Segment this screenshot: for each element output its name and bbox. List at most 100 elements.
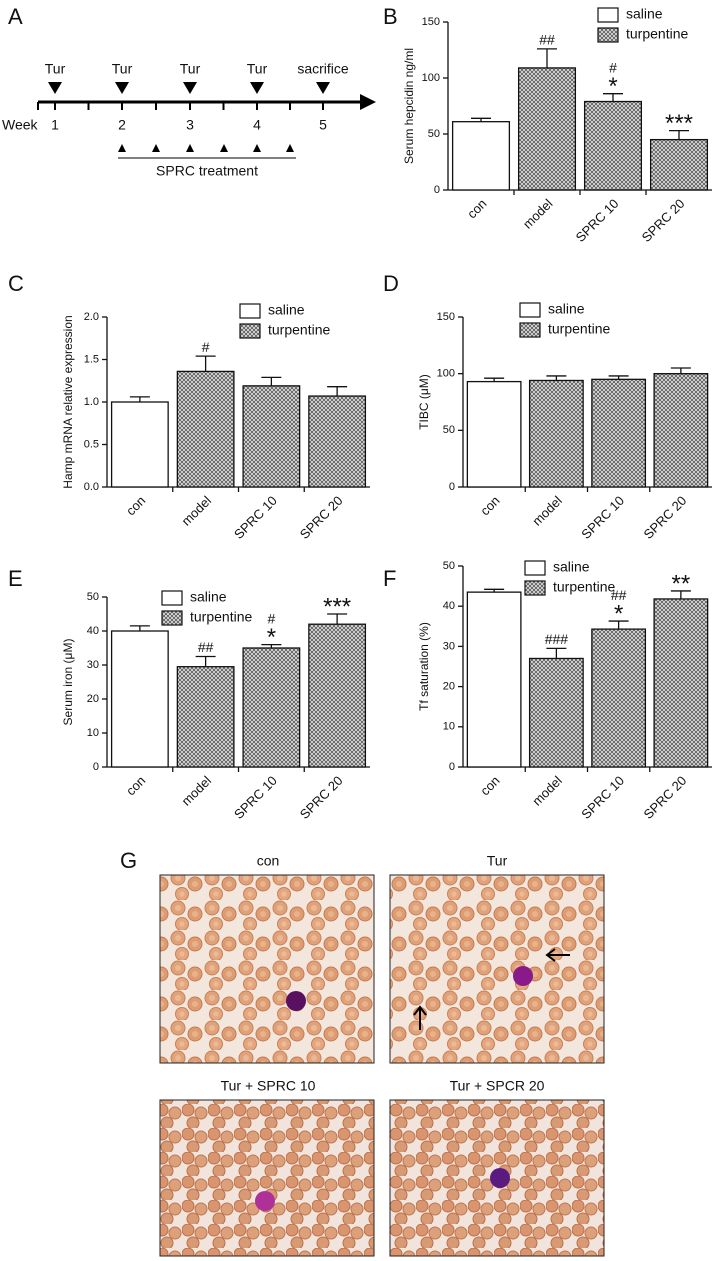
significance-label: ***	[323, 593, 351, 620]
micrograph	[159, 1099, 375, 1257]
week-label: Week	[2, 117, 39, 133]
significance-label: #	[202, 339, 210, 355]
bar	[649, 138, 709, 191]
treatment-label: SPRC treatment	[156, 163, 258, 179]
panel-label: E	[8, 566, 23, 591]
treatment-marker	[186, 144, 194, 152]
significance-label: ***	[665, 110, 693, 137]
significance-label: #	[609, 59, 617, 75]
bar	[176, 666, 235, 768]
significance-label: ##	[198, 639, 214, 655]
y-tick-label: 20	[87, 693, 99, 705]
bar	[653, 598, 709, 768]
bar	[528, 657, 584, 768]
event-label: Tur	[112, 61, 133, 77]
legend-label: turpentine	[548, 321, 610, 337]
y-axis-label: Serum hepcidin ng/ml	[402, 48, 416, 164]
arrow	[413, 948, 570, 1030]
legend-label: turpentine	[553, 579, 615, 595]
bar	[308, 395, 367, 488]
y-tick-label: 1.0	[84, 396, 99, 408]
y-tick-label: 30	[443, 640, 455, 652]
injection-marker	[115, 82, 129, 94]
legend-swatch	[519, 302, 541, 318]
legend-swatch	[519, 322, 541, 338]
y-axis-label: Hamp mRNA relative expression	[61, 315, 75, 488]
bar	[176, 370, 235, 488]
bar	[653, 373, 709, 488]
leukocyte	[490, 1168, 510, 1188]
bar	[591, 378, 647, 488]
event-label: Tur	[45, 61, 66, 77]
image-title: Tur + SPRC 10	[221, 1078, 316, 1094]
y-tick-label: 0	[434, 184, 440, 196]
bar	[583, 100, 643, 191]
y-tick-label: 0	[449, 481, 455, 493]
y-tick-label: 1.5	[84, 353, 99, 365]
legend-label: saline	[268, 302, 305, 318]
y-tick-label: 0.0	[84, 481, 99, 493]
y-tick-label: 40	[87, 625, 99, 637]
legend-swatch	[597, 27, 619, 43]
timeline: A Week 1 2 3 4 5 Tur Tur Tur Tur sacrifice SPRC tre…	[2, 4, 376, 179]
panel-label: C	[8, 271, 24, 296]
y-tick-label: 10	[443, 721, 455, 733]
significance-label: **	[672, 570, 691, 597]
y-tick-label: 30	[87, 659, 99, 671]
micrographs: G con Tur Tur + SPRC 10 Tur + SPCR 20	[120, 848, 605, 1257]
y-tick-label: 50	[428, 128, 440, 140]
legend-swatch	[239, 303, 261, 319]
bar	[110, 401, 169, 488]
week-number: 3	[186, 117, 194, 133]
y-tick-label: 10	[87, 727, 99, 739]
significance-label: ##	[539, 32, 555, 48]
micrograph	[389, 874, 605, 1064]
bar	[466, 380, 522, 488]
panel-label: G	[120, 848, 137, 873]
bar	[517, 67, 577, 191]
panel-label: B	[383, 4, 398, 29]
injection-marker	[316, 82, 330, 94]
micrograph	[159, 874, 375, 1064]
bar	[451, 121, 511, 191]
treatment-marker	[220, 144, 228, 152]
bar	[528, 379, 584, 488]
week-number: 1	[51, 117, 59, 133]
week-number: 5	[319, 117, 327, 133]
panel-label: F	[383, 566, 396, 591]
arrow-head	[360, 94, 376, 110]
y-tick-label: 50	[443, 424, 455, 436]
bar	[242, 385, 301, 488]
legend-swatch	[161, 590, 183, 606]
bar	[466, 591, 522, 768]
y-tick-label: 150	[422, 16, 440, 28]
treatment-marker	[286, 144, 294, 152]
y-tick-label: 50	[443, 560, 455, 572]
injection-marker	[183, 82, 197, 94]
bar	[242, 647, 301, 768]
legend-swatch	[597, 7, 619, 23]
image-title: Tur	[487, 853, 508, 869]
y-tick-label: 0.5	[84, 438, 99, 450]
injection-marker	[48, 82, 62, 94]
y-tick-label: 2.0	[84, 311, 99, 323]
bar	[110, 630, 169, 768]
y-tick-label: 0	[449, 761, 455, 773]
y-tick-label: 50	[87, 591, 99, 603]
y-tick-label: 40	[443, 600, 455, 612]
legend-label: turpentine	[268, 322, 330, 338]
image-title: Tur + SPCR 20	[450, 1078, 545, 1094]
significance-label: #	[267, 610, 275, 626]
legend-label: saline	[626, 6, 663, 22]
image-title: con	[257, 853, 280, 869]
y-tick-label: 0	[93, 761, 99, 773]
y-axis-label: Serum iron (μM)	[61, 639, 75, 726]
leukocyte	[513, 966, 533, 986]
y-tick-label: 150	[437, 311, 455, 323]
treatment-marker	[253, 144, 261, 152]
legend-label: saline	[548, 301, 585, 317]
treatment-marker	[118, 144, 126, 152]
significance-label: *	[614, 600, 623, 627]
